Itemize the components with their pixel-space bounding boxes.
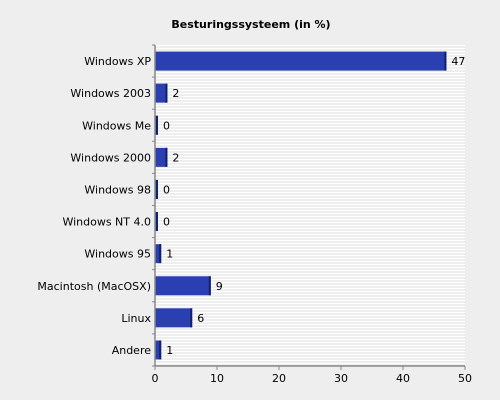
data-label: 1	[166, 344, 173, 357]
bar	[155, 340, 162, 360]
bar-edge	[208, 276, 211, 296]
plot-area	[155, 45, 465, 366]
bar-edge	[165, 83, 168, 103]
bar-fill	[155, 340, 162, 360]
x-tick-label: 40	[396, 372, 410, 385]
bar-fill	[155, 83, 168, 103]
bar-edge	[159, 340, 162, 360]
bar-edge	[159, 244, 162, 264]
bar	[155, 147, 168, 167]
axes-group: 0 10 20 30 40 50	[152, 44, 472, 385]
data-label: 6	[197, 312, 204, 325]
x-tick-label: 0	[152, 372, 159, 385]
bar	[155, 308, 193, 328]
bar-edge	[156, 115, 158, 135]
bar	[155, 276, 211, 296]
bar-edge	[156, 212, 158, 232]
bar	[155, 51, 447, 71]
category-label: Windows Me	[82, 119, 151, 132]
category-label: Windows XP	[84, 55, 151, 68]
chart-title: Besturingssysteem (in %)	[171, 18, 330, 31]
category-label: Windows 2000	[70, 151, 151, 164]
bar-edge	[444, 51, 447, 71]
bar	[155, 83, 168, 103]
bar-edge	[190, 308, 193, 328]
data-label: 47	[451, 55, 465, 68]
data-label: 0	[163, 119, 170, 132]
category-label: Windows NT 4.0	[62, 216, 151, 229]
category-label: Windows 95	[84, 248, 151, 261]
category-label: Macintosh (MacOSX)	[37, 280, 151, 293]
x-tick-label: 10	[210, 372, 224, 385]
data-label: 2	[172, 151, 179, 164]
bar-fill	[155, 276, 211, 296]
bar-fill	[155, 308, 193, 328]
bar-edge	[165, 147, 168, 167]
category-label: Andere	[112, 344, 152, 357]
bar-edge	[156, 179, 158, 199]
bars-group	[155, 51, 447, 360]
data-label: 0	[163, 216, 170, 229]
category-label: Windows 98	[84, 183, 151, 196]
bar	[155, 244, 162, 264]
bar	[155, 115, 158, 135]
x-tick-label: 30	[334, 372, 348, 385]
data-label: 1	[166, 248, 173, 261]
data-label: 9	[216, 280, 223, 293]
bar	[155, 179, 158, 199]
x-tick-label: 50	[458, 372, 472, 385]
bar-fill	[155, 51, 447, 71]
data-label: 2	[172, 87, 179, 100]
data-label: 0	[163, 183, 170, 196]
bar	[155, 212, 158, 232]
category-label: Linux	[121, 312, 151, 325]
category-label: Windows 2003	[70, 87, 151, 100]
x-tick-label: 20	[272, 372, 286, 385]
bar-fill	[155, 147, 168, 167]
bar-fill	[155, 244, 162, 264]
labels-group: 47 Windows XP 2 Windows 2003 0 Windows Me 2 Win…	[37, 55, 465, 357]
